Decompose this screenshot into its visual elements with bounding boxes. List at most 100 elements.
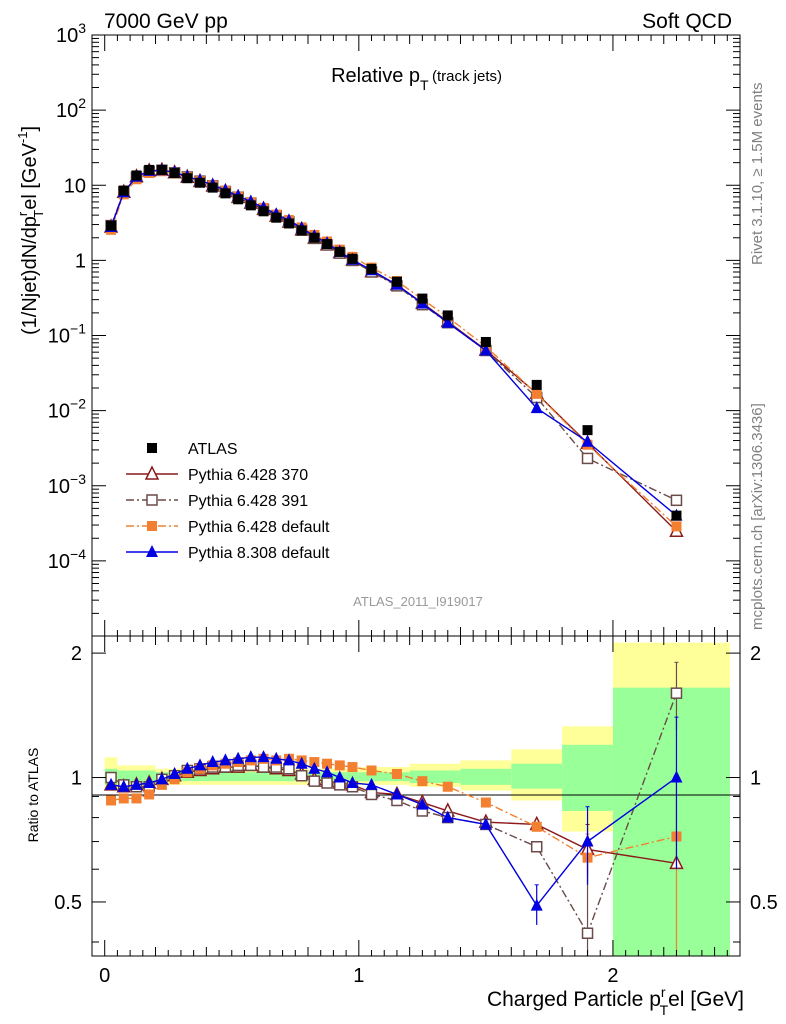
ratio-point	[156, 779, 167, 790]
ratio-point	[322, 758, 333, 769]
main-y-tick-label: 10	[64, 175, 86, 197]
atlas-point	[366, 263, 377, 274]
atlas-point	[334, 246, 345, 257]
ratio-point	[295, 769, 308, 782]
atlas-point	[207, 182, 218, 193]
main-y-tick-label: 102	[56, 95, 86, 122]
ratio-green-band	[460, 768, 512, 785]
ratio-point	[321, 765, 334, 778]
header-right: Soft QCD	[642, 10, 732, 33]
legend-label: ATLAS	[188, 441, 238, 458]
ratio-point	[530, 841, 543, 853]
ratio-point	[181, 761, 194, 774]
atlas-point	[169, 168, 180, 179]
main-title-suffix: (track jets)	[432, 68, 502, 85]
atlas-point	[442, 310, 453, 321]
main-y-tick-label: 103	[56, 20, 86, 47]
atlas-point	[106, 220, 117, 231]
atlas-point	[417, 293, 428, 304]
main-y-tick-label: 10−4	[48, 546, 86, 573]
ratio-point	[117, 779, 130, 792]
ratio-y-tick-label-right: 2	[750, 643, 761, 665]
atlas-point	[118, 185, 129, 196]
ratio-point	[365, 788, 378, 801]
legend-label: Pythia 6.428 default	[188, 519, 330, 536]
ratio-series	[103, 661, 684, 956]
ratio-y-tick-label-left: 2	[71, 643, 82, 665]
ratio-point	[333, 770, 346, 783]
ratio-point	[416, 797, 429, 810]
ratio-point	[144, 789, 155, 800]
atlas-point	[582, 425, 593, 436]
ratio-point	[105, 777, 118, 790]
main-y-tick-label: 10−3	[48, 471, 86, 498]
ratio-point	[131, 793, 142, 804]
main-point	[670, 494, 683, 507]
x-tick-label: 2	[607, 965, 618, 987]
legend-marker	[146, 494, 158, 506]
ratio-point	[270, 751, 283, 764]
x-tick-label: 1	[353, 965, 364, 987]
ratio-point	[480, 797, 491, 808]
ratio-point	[479, 817, 492, 830]
rivet-label: Rivet 3.1.10, ≥ 1.5M events	[749, 83, 766, 266]
atlas-point	[271, 212, 282, 223]
main-series	[103, 161, 684, 537]
x-axis-label: Charged Particle pr Tel [GeV]	[487, 984, 744, 1018]
legend-label: Pythia 6.428 391	[188, 493, 308, 510]
ratio-line-4	[110, 756, 677, 907]
ratio-point	[366, 765, 377, 776]
ratio-point	[257, 750, 270, 763]
atlas-point	[391, 276, 402, 287]
ratio-point	[106, 795, 117, 806]
ratio-point	[206, 755, 219, 768]
main-point	[441, 315, 454, 328]
ratio-green-band	[155, 772, 359, 782]
main-title: Relative p	[331, 65, 420, 87]
ratio-green-band	[511, 763, 563, 789]
atlas-point	[144, 164, 155, 175]
main-line-2	[110, 169, 677, 501]
ratio-point	[390, 787, 403, 800]
ratio-point	[531, 821, 542, 832]
atlas-point	[322, 239, 333, 250]
ratio-y-label: Ratio to ATLAS	[25, 748, 41, 843]
legend-label: Pythia 8.308 default	[188, 545, 330, 562]
ratio-point	[670, 687, 683, 699]
main-point	[671, 521, 682, 532]
main-point	[479, 343, 492, 356]
main-point	[530, 401, 543, 414]
atlas-point	[296, 225, 307, 236]
ratio-point	[168, 766, 181, 779]
atlas-point	[233, 194, 244, 205]
main-y-tick-label: 10−1	[48, 321, 86, 348]
ratio-point	[417, 776, 428, 787]
ratio-y-tick-label-right: 1	[750, 768, 761, 790]
ratio-y-ticks: 0.5 0.5 1 1 2 2	[54, 643, 778, 943]
mcplots-label: mcplots.cern.ch [arXiv:1306.3436]	[749, 403, 766, 630]
main-point	[581, 434, 594, 447]
ratio-point	[321, 777, 333, 789]
ratio-point	[130, 777, 143, 790]
ratio-point	[365, 777, 378, 790]
atlas-point	[258, 206, 269, 217]
legend-marker	[146, 545, 158, 557]
ratio-point	[194, 758, 206, 771]
header-left: 7000 GeV pp	[104, 10, 228, 33]
ratio-point	[169, 774, 180, 785]
ratio-point	[308, 761, 321, 774]
main-y-tick-label: 1	[75, 250, 86, 272]
ratio-point	[155, 772, 168, 785]
ratio-point	[581, 927, 594, 939]
ratio-point	[219, 753, 232, 766]
ratio-bands	[104, 642, 730, 956]
ratio-point	[282, 753, 295, 766]
ratio-point	[391, 768, 402, 779]
atlas-point	[182, 173, 193, 184]
main-point	[531, 388, 542, 399]
atlas-point	[131, 170, 142, 181]
legend-marker	[147, 521, 157, 531]
main-line-4	[110, 169, 677, 517]
ratio-point	[442, 781, 453, 792]
